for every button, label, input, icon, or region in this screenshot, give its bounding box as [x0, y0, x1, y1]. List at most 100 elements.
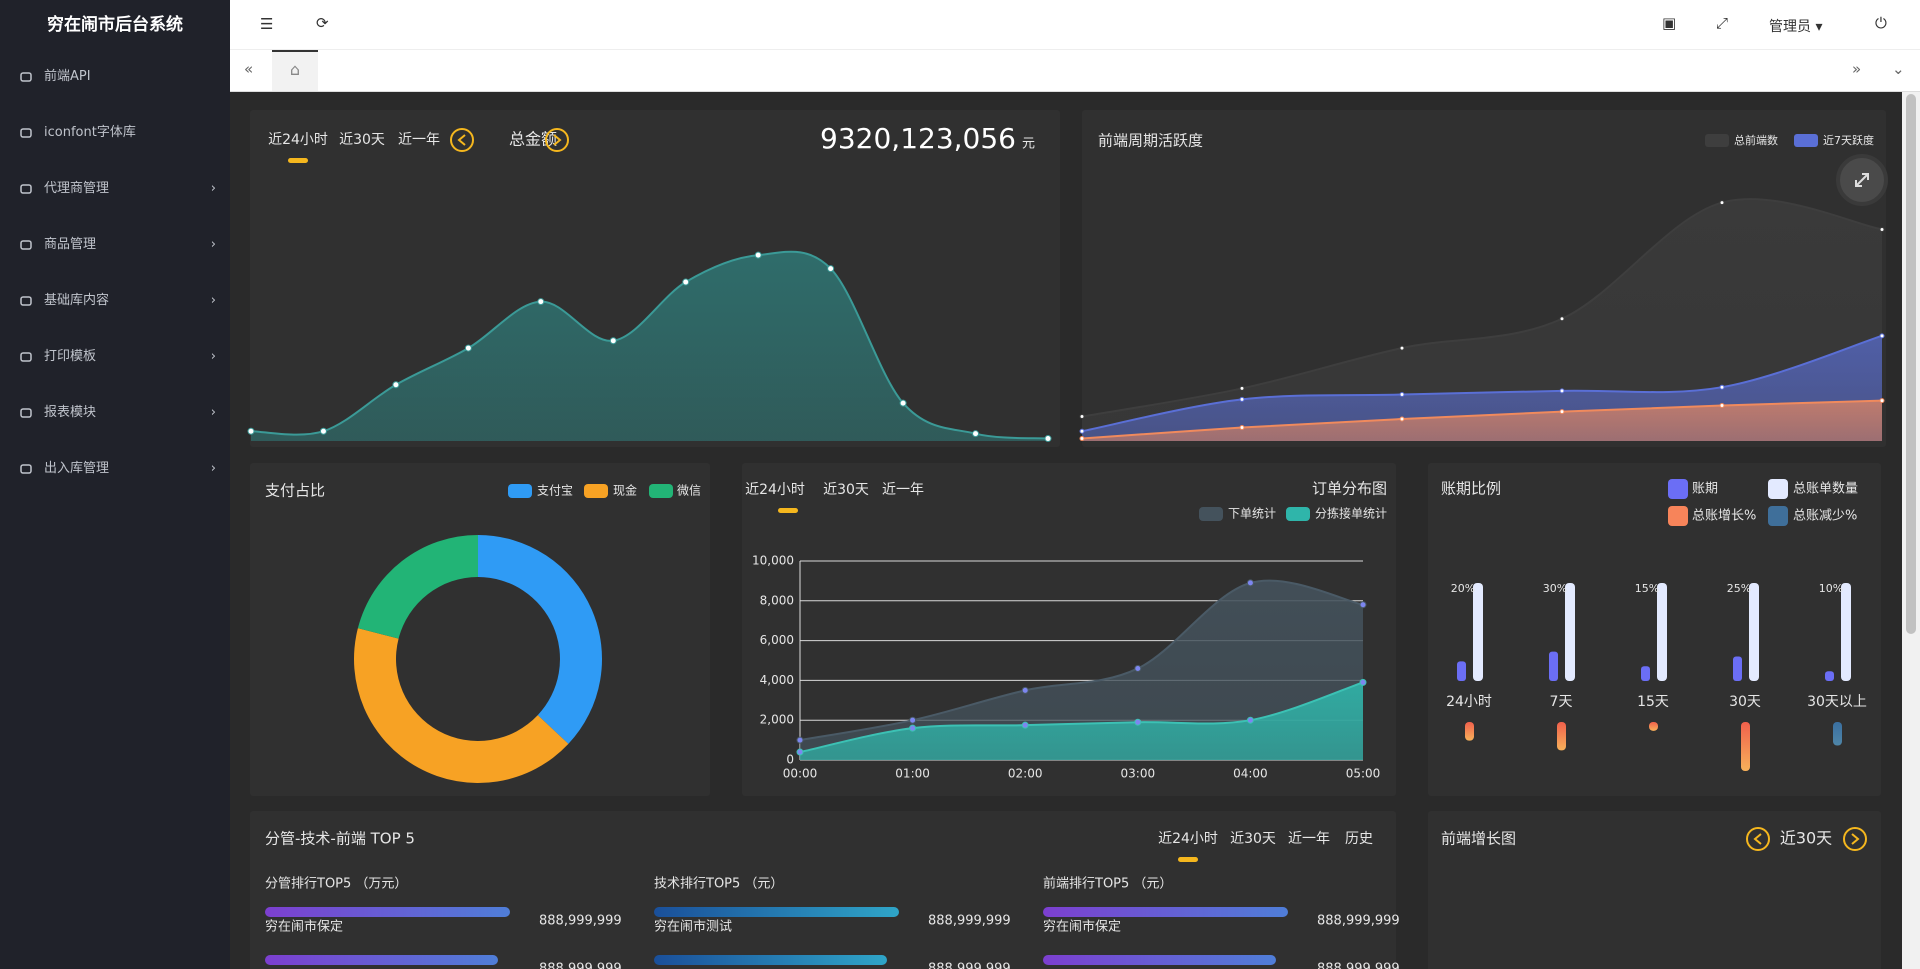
menu-label: 报表模块 — [44, 405, 97, 420]
tab-next[interactable]: » — [1852, 60, 1862, 78]
tab[interactable]: 近一年 — [1288, 831, 1330, 847]
menu-item[interactable]: 前端API — [0, 57, 230, 97]
legend-label: 分拣接单统计 — [1315, 506, 1387, 521]
legend-swatch — [584, 484, 608, 498]
tab[interactable]: 历史 — [1345, 831, 1373, 847]
bar — [1649, 722, 1658, 731]
user-menu[interactable]: 管理员 ▾ — [1769, 19, 1823, 35]
x-tick-label: 03:00 — [1121, 767, 1156, 781]
point — [319, 427, 327, 435]
tab-menu[interactable]: ⌄ — [1892, 60, 1905, 78]
tab[interactable]: 近一年 — [398, 132, 440, 148]
refresh[interactable]: ⟳ — [316, 14, 329, 32]
point — [392, 381, 400, 389]
point — [754, 251, 762, 259]
tab[interactable]: 近24小时 — [745, 482, 805, 498]
menu-arrow: › — [210, 237, 216, 252]
point — [247, 427, 255, 435]
line — [1081, 399, 1883, 440]
point — [899, 399, 907, 407]
value-label: 20% — [1451, 582, 1475, 595]
legend-label: 总账减少% — [1793, 509, 1857, 524]
point — [1239, 425, 1245, 431]
arrow-chevron — [457, 134, 466, 146]
icon-shape — [20, 128, 32, 138]
bar — [1825, 671, 1834, 681]
rank-value: 888,999,999 — [1317, 914, 1400, 929]
menu-arrow: › — [210, 349, 216, 364]
menu-label: iconfont字体库 — [44, 125, 136, 140]
menu-label: 出入库管理 — [44, 461, 110, 476]
fullscreen[interactable]: ⤢ — [1716, 14, 1729, 32]
menu-icon — [20, 240, 32, 250]
arrow-button[interactable] — [1746, 827, 1770, 851]
point — [1239, 396, 1245, 402]
legend-label: 总前端数 — [1734, 133, 1778, 147]
point — [796, 736, 804, 744]
point — [1719, 403, 1725, 409]
y-tick-label: 2,000 — [760, 713, 794, 727]
menu-item[interactable]: 基础库内容 › — [0, 281, 230, 321]
menu-item[interactable]: 打印模板 › — [0, 337, 230, 377]
bar — [1457, 661, 1466, 681]
legend-swatch — [1286, 507, 1310, 521]
point — [537, 298, 545, 306]
point — [1359, 601, 1367, 609]
y-tick-label: 0 — [786, 753, 794, 767]
legend-swatch — [649, 484, 673, 498]
line — [799, 579, 1364, 742]
category-label: 24小时 — [1446, 694, 1492, 710]
menu-toggle[interactable]: ☰ — [260, 15, 274, 33]
point — [972, 430, 980, 438]
legend-label: 下单统计 — [1228, 507, 1276, 521]
area — [1082, 400, 1882, 441]
area — [251, 251, 1048, 441]
rank-value: 888,999,999 — [1317, 962, 1400, 969]
arrow-button[interactable] — [545, 128, 569, 152]
logout[interactable]: ⏻ — [1875, 14, 1887, 32]
area — [800, 580, 1363, 760]
menu-item[interactable]: 出入库管理 › — [0, 449, 230, 489]
point — [1719, 384, 1725, 390]
tab[interactable]: 近一年 — [882, 482, 924, 498]
icon-shape — [20, 352, 32, 362]
home-tab[interactable]: ⌂ — [272, 50, 318, 91]
panel — [1428, 811, 1881, 969]
legend-swatch — [1768, 479, 1788, 499]
label: 总金额 — [509, 130, 557, 149]
value-label: 15% — [1635, 582, 1659, 595]
menu-item[interactable]: 商品管理 › — [0, 225, 230, 265]
menu-item[interactable]: 代理商管理 › — [0, 169, 230, 209]
notice[interactable]: ▣ — [1662, 14, 1677, 32]
rank-bar — [654, 955, 887, 965]
tab[interactable]: 近30天 — [339, 132, 385, 148]
legend-label: 总账增长% — [1692, 509, 1756, 524]
point — [909, 716, 917, 724]
point — [1559, 409, 1565, 415]
point — [827, 265, 835, 273]
point — [682, 278, 690, 286]
label: 近30天 — [1780, 829, 1832, 848]
app-title: 穷在闹市后台系统 — [47, 15, 183, 35]
y-tick-label: 10,000 — [752, 554, 794, 568]
tab[interactable]: 近24小时 — [1158, 831, 1218, 847]
bar — [1657, 583, 1667, 681]
menu-item[interactable]: 报表模块 › — [0, 393, 230, 433]
tab[interactable]: 近30天 — [823, 482, 869, 498]
icon-shape — [20, 464, 32, 474]
bar — [1565, 583, 1575, 681]
menu-item[interactable]: iconfont字体库 — [0, 113, 230, 153]
scroll-thumb — [1906, 94, 1916, 634]
tab-prev[interactable]: « — [244, 60, 254, 78]
x-tick-label: 00:00 — [783, 767, 818, 781]
panel — [1428, 463, 1881, 796]
arrow-button[interactable] — [1843, 827, 1867, 851]
tab[interactable]: 近30天 — [1230, 831, 1276, 847]
x-tick-label: 05:00 — [1346, 767, 1381, 781]
arrow-button[interactable] — [450, 128, 474, 152]
rank-value: 888,999,999 — [539, 962, 622, 969]
point — [909, 724, 917, 732]
tab[interactable]: 近24小时 — [268, 132, 328, 148]
rank-name: 穷在闹市保定 — [265, 919, 343, 935]
